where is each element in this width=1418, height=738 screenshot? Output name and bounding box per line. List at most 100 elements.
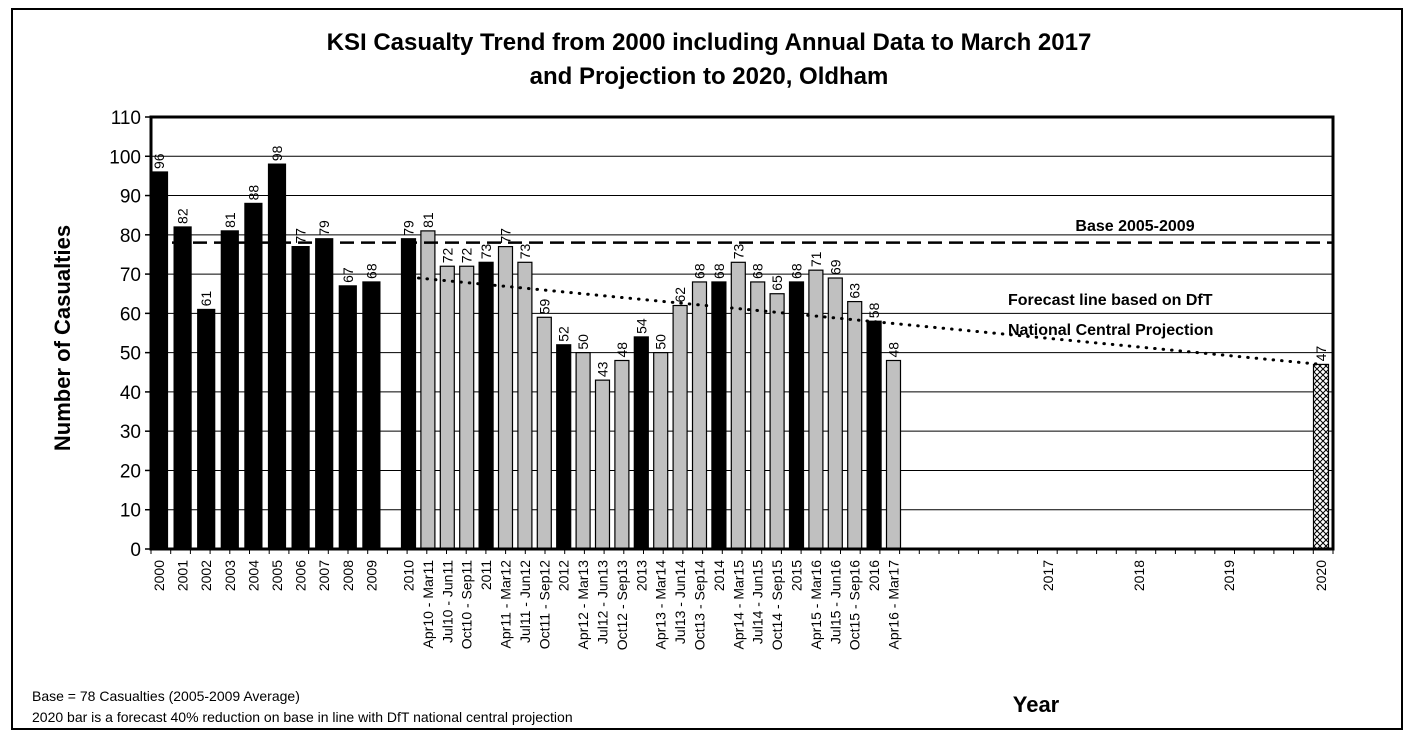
bar-rolling (439, 265, 455, 550)
data-label: 48 (886, 342, 902, 358)
bar-rolling (497, 246, 514, 550)
y-axis-title: Number of Casualties (50, 225, 75, 451)
data-label: 73 (478, 244, 494, 260)
x-tick-label: Apr16 - Mar17 (886, 560, 902, 650)
y-tick-label: 70 (120, 265, 141, 286)
x-tick-label: 2008 (340, 560, 356, 591)
bar-rolling (459, 265, 475, 550)
bar-annual (315, 238, 334, 550)
bar-annual (291, 246, 310, 550)
x-tick-label: 2020 (1313, 560, 1329, 591)
data-label: 72 (459, 247, 475, 263)
data-label: 79 (401, 220, 417, 236)
data-label: 77 (498, 228, 514, 244)
x-tick-label: Oct12 - Sep13 (614, 560, 630, 650)
x-tick-label: 2001 (175, 560, 191, 591)
x-tick-label: 2000 (151, 560, 167, 591)
data-label: 59 (536, 299, 552, 315)
bar-annual (556, 344, 572, 550)
x-tick-label: Apr12 - Mar13 (575, 560, 591, 650)
plot-area-border (149, 115, 1335, 551)
x-tick-label: 2019 (1221, 560, 1237, 591)
bar-annual (633, 336, 649, 550)
data-label: 68 (750, 263, 766, 279)
bar-annual (173, 226, 192, 550)
data-label: 62 (672, 287, 688, 303)
y-tick-label: 30 (120, 422, 141, 443)
bar-annual (149, 171, 169, 550)
y-tick-label: 50 (120, 344, 141, 365)
bar-rolling (730, 261, 746, 550)
bar-rolling (750, 281, 766, 550)
x-tick-label: 2004 (245, 560, 261, 591)
footnote-forecast: 2020 bar is a forecast 40% reduction on … (32, 709, 573, 725)
chart-title-line-2: and Projection to 2020, Oldham (530, 63, 889, 90)
data-label: 68 (692, 263, 708, 279)
x-tick-label: 2003 (222, 560, 238, 591)
bar-annual (478, 261, 494, 550)
data-label: 82 (175, 208, 191, 224)
data-label: 71 (808, 251, 824, 267)
chart-title-line-1: KSI Casualty Trend from 2000 including A… (327, 29, 1092, 56)
x-tick-label: 2010 (401, 560, 417, 591)
data-label: 96 (151, 153, 167, 169)
forecast-label-line-2: National Central Projection (1008, 322, 1213, 339)
x-tick-label: 2011 (478, 560, 494, 590)
y-tick-label: 40 (120, 383, 141, 404)
bar-annual (197, 308, 216, 550)
x-tick-label: Jul14 - Jun15 (750, 560, 766, 644)
x-tick-label: 2009 (363, 560, 379, 591)
x-tick-label: Apr15 - Mar16 (808, 560, 824, 650)
forecast-line (417, 276, 1323, 366)
data-label: 98 (269, 145, 285, 161)
bar-annual (788, 281, 805, 550)
x-tick-label: 2014 (711, 560, 727, 591)
data-label: 61 (198, 291, 214, 307)
x-tick-label: Apr14 - Mar15 (730, 560, 746, 650)
x-tick-label: Jul11 - Jun12 (517, 560, 533, 643)
x-tick-label: Oct13 - Sep14 (692, 560, 708, 650)
bar-annual (338, 285, 357, 550)
bar-rolling (594, 379, 611, 550)
bar-rolling (885, 359, 902, 550)
data-label: 68 (711, 263, 727, 279)
data-label: 77 (293, 228, 309, 244)
data-label: 69 (827, 259, 843, 275)
data-label: 72 (439, 247, 455, 263)
data-label: 68 (363, 263, 379, 279)
data-label: 63 (847, 283, 863, 299)
bar-rolling (517, 261, 533, 550)
data-label: 65 (769, 275, 785, 291)
x-tick-label: Jul15 - Jun16 (827, 560, 843, 644)
bar-rolling (536, 316, 552, 550)
data-label: 88 (245, 185, 261, 201)
x-tick-label: Jul10 - Jun11 (439, 560, 455, 643)
data-label: 50 (575, 334, 591, 350)
data-label: 48 (614, 342, 630, 358)
base-line-label: Base 2005-2009 (1075, 218, 1194, 235)
bar-annual (711, 281, 727, 550)
y-tick-label: 110 (111, 108, 141, 129)
x-tick-label: Apr10 - Mar11 (420, 560, 436, 649)
data-label: 73 (730, 244, 746, 260)
data-label: 81 (420, 212, 436, 228)
data-label: 58 (866, 302, 882, 318)
x-tick-label: 2013 (633, 560, 649, 591)
bar-annual (362, 281, 381, 550)
x-tick-label: 2018 (1131, 560, 1147, 591)
data-label: 73 (517, 244, 533, 260)
bar-annual (220, 230, 239, 550)
x-tick-label: Oct11 - Sep12 (536, 560, 552, 649)
x-tick-label: 2017 (1040, 560, 1056, 591)
x-tick-label: Oct14 - Sep15 (769, 560, 785, 650)
bar-forecast (1312, 363, 1330, 550)
bar-annual (866, 320, 882, 550)
data-label: 47 (1313, 346, 1329, 362)
y-tick-label: 60 (120, 304, 141, 325)
bar-rolling (808, 269, 824, 550)
x-tick-label: Oct15 - Sep16 (847, 560, 863, 650)
x-tick-label: 2005 (269, 560, 285, 591)
y-tick-label: 80 (120, 226, 141, 247)
